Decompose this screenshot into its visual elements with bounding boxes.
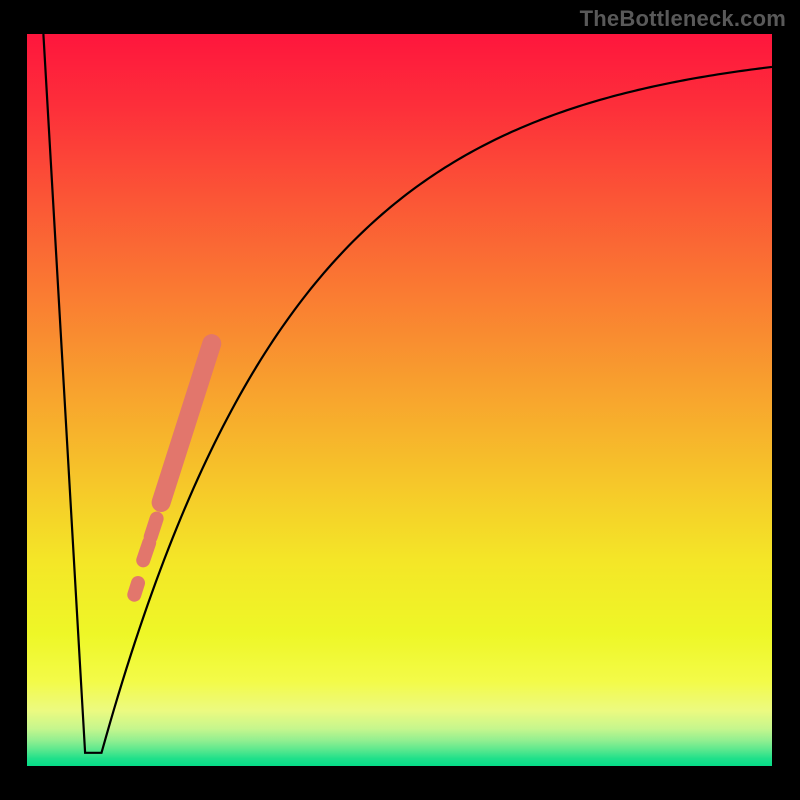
highlight-segment (134, 583, 138, 595)
highlight-segment (151, 519, 157, 537)
plot-svg (27, 34, 772, 766)
plot-area (27, 34, 772, 766)
background-gradient-rect (27, 34, 772, 766)
highlight-segment (143, 543, 149, 561)
attribution-text: TheBottleneck.com (580, 6, 786, 32)
